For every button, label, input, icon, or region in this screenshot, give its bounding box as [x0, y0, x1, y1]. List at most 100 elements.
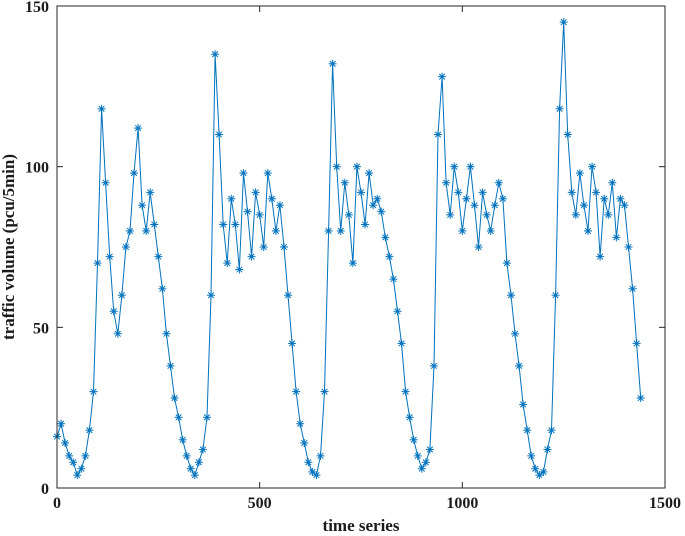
data-point: [523, 426, 532, 435]
data-point: [446, 210, 455, 219]
plot-frame: [56, 5, 666, 489]
data-point: [470, 201, 479, 210]
data-point: [284, 291, 293, 300]
data-point: [506, 291, 515, 300]
data-point: [211, 50, 220, 59]
data-point: [502, 259, 511, 268]
data-point: [373, 194, 382, 203]
data-point: [490, 201, 499, 210]
data-point: [575, 169, 584, 178]
data-point: [312, 471, 321, 480]
data-point: [454, 188, 463, 197]
data-point: [357, 188, 365, 197]
data-point: [336, 226, 345, 235]
data-point: [608, 178, 617, 187]
data-point: [559, 18, 568, 27]
data-point: [198, 445, 207, 454]
data-point: [571, 210, 580, 219]
data-point: [162, 329, 171, 338]
data-point: [519, 400, 528, 409]
data-point: [296, 419, 305, 428]
data-point: [401, 387, 410, 396]
data-point: [381, 233, 390, 242]
x-tick-label: 1000: [446, 495, 478, 512]
data-point: [235, 265, 244, 274]
data-point: [409, 435, 418, 444]
data-point: [417, 464, 426, 473]
data-point: [154, 252, 163, 261]
data-point: [57, 419, 66, 428]
data-point: [243, 207, 252, 216]
data-point: [247, 252, 256, 261]
data-point: [352, 162, 361, 171]
data-point: [389, 275, 398, 284]
data-point: [361, 220, 370, 229]
data-point: [300, 439, 309, 448]
data-point: [511, 329, 520, 338]
data-point: [628, 284, 637, 293]
data-point: [202, 413, 211, 422]
data-point: [207, 291, 216, 300]
data-point: [494, 178, 503, 187]
y-tick-label: 50: [33, 320, 49, 337]
data-point: [292, 387, 301, 396]
data-point: [166, 361, 175, 370]
data-point: [174, 413, 183, 422]
data-point: [583, 226, 592, 235]
data-point: [271, 226, 280, 235]
data-point: [81, 451, 90, 460]
data-point: [632, 339, 641, 348]
y-tick-label: 100: [25, 160, 49, 177]
data-point: [535, 471, 544, 480]
data-point: [498, 194, 507, 203]
y-axis-label: traffic volume (pcu/5min): [0, 154, 18, 340]
data-point: [547, 426, 556, 435]
data-point: [604, 210, 613, 219]
data-point: [344, 210, 353, 219]
data-point: [515, 361, 524, 370]
data-point: [69, 458, 78, 467]
data-point: [146, 188, 155, 197]
data-point: [482, 210, 491, 219]
data-point: [531, 464, 540, 473]
data-point: [304, 458, 313, 467]
data-point: [636, 394, 645, 403]
data-point: [186, 464, 195, 473]
data-point: [324, 226, 333, 235]
data-point: [462, 194, 471, 203]
x-tick-label: 500: [248, 495, 272, 512]
data-point: [125, 226, 134, 235]
data-point: [142, 226, 151, 235]
data-point: [85, 426, 94, 435]
data-point: [255, 210, 264, 219]
data-point: [316, 451, 325, 460]
data-point: [450, 162, 459, 171]
data-point: [600, 194, 609, 203]
data-point: [340, 178, 349, 187]
data-point: [320, 387, 329, 396]
data-point: [429, 361, 438, 370]
data-point: [239, 169, 248, 178]
data-point: [555, 104, 564, 113]
data-point: [442, 178, 451, 187]
data-point: [279, 243, 288, 251]
data-point: [190, 471, 199, 480]
data-point: [150, 220, 159, 229]
data-point: [369, 201, 378, 210]
data-point: [567, 188, 576, 197]
data-point: [251, 188, 260, 197]
data-point: [267, 194, 276, 203]
data-point: [288, 339, 297, 348]
data-point: [486, 226, 495, 235]
x-tick-label: 0: [53, 495, 61, 512]
data-point: [405, 413, 414, 422]
data-point: [77, 464, 86, 473]
data-point: [438, 72, 447, 81]
data-point: [397, 339, 406, 348]
data-point: [413, 451, 422, 460]
data-point: [219, 220, 228, 229]
data-point: [134, 124, 143, 133]
data-point: [61, 439, 70, 448]
data-point: [182, 451, 191, 460]
